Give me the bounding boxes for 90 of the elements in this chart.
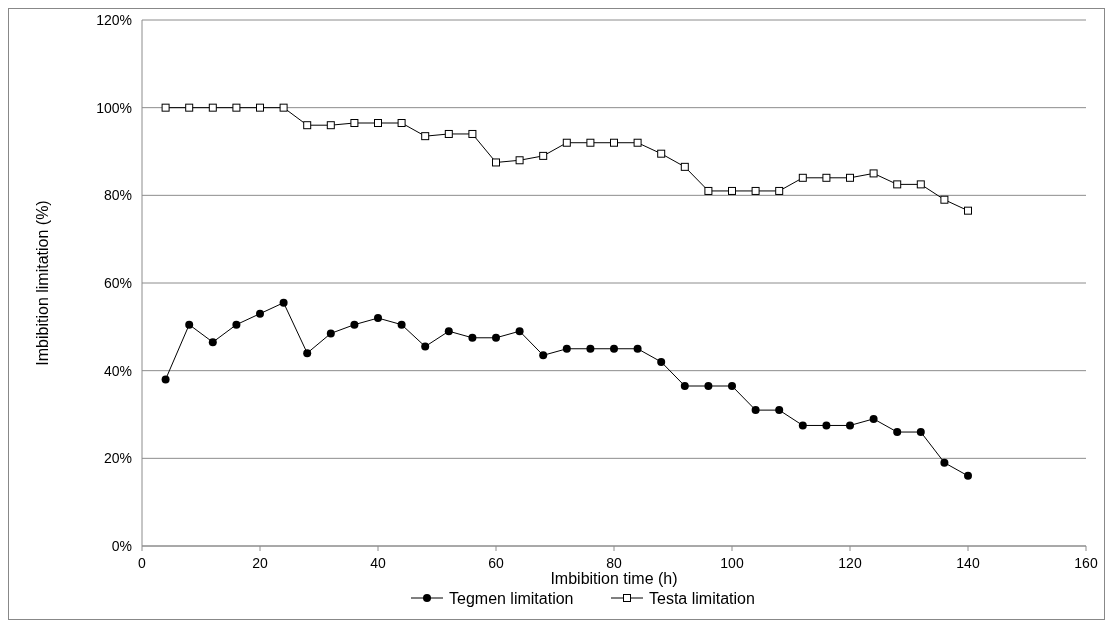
point: [798, 173, 807, 182]
point: [893, 428, 902, 437]
point: [444, 327, 453, 336]
y-tick-label: 20%: [103, 450, 132, 467]
point: [326, 121, 335, 130]
y-tick-label: 120%: [96, 11, 132, 28]
point: [657, 149, 666, 158]
point: [964, 206, 972, 215]
point: [610, 344, 618, 353]
point: [279, 103, 288, 112]
point: [846, 173, 854, 182]
point: [515, 327, 524, 336]
point: [539, 151, 548, 160]
x-tick-label: 40: [370, 555, 386, 571]
point: [869, 414, 878, 423]
point: [208, 103, 217, 112]
point: [751, 186, 760, 195]
point: [421, 342, 430, 351]
y-tick-label: 0%: [111, 537, 132, 554]
point: [444, 129, 453, 138]
point: [728, 186, 736, 195]
y-tick-label: 80%: [103, 187, 132, 204]
point: [940, 458, 949, 467]
point: [397, 119, 406, 128]
point: [256, 103, 264, 112]
point: [562, 344, 571, 353]
point: [185, 103, 194, 112]
point: [610, 138, 618, 147]
point: [492, 158, 500, 167]
point: [421, 132, 430, 141]
point: [161, 103, 170, 112]
point: [964, 471, 972, 480]
y-axis-title: Imbibition limitation (%): [34, 200, 51, 366]
point: [893, 180, 902, 189]
x-tick-label: 20: [252, 555, 268, 571]
point: [775, 406, 784, 415]
point: [751, 406, 760, 415]
legend-label: Testa limitation: [649, 589, 755, 607]
point: [279, 298, 288, 307]
point: [916, 428, 925, 437]
point: [492, 333, 500, 342]
point: [633, 138, 642, 147]
point: [515, 156, 524, 165]
y-tick-label: 100%: [96, 99, 132, 116]
point: [728, 382, 736, 391]
y-tick-label: 40%: [103, 362, 132, 379]
y-tick-label: 60%: [103, 274, 132, 291]
point: [798, 421, 807, 430]
point: [161, 375, 170, 384]
point: [846, 421, 854, 430]
x-tick-label: 120: [838, 555, 862, 571]
point: [303, 349, 312, 358]
x-tick-label: 160: [1074, 555, 1098, 571]
point: [303, 121, 312, 130]
point: [822, 421, 831, 430]
point: [468, 333, 477, 342]
point: [680, 162, 689, 171]
point: [185, 320, 194, 329]
point: [680, 382, 689, 391]
point: [869, 169, 878, 178]
point: [940, 195, 949, 204]
point: [374, 314, 382, 323]
point: [326, 329, 335, 338]
x-tick-label: 80: [606, 555, 622, 571]
point: [562, 138, 571, 147]
point: [374, 119, 382, 128]
x-tick-label: 100: [720, 555, 744, 571]
point: [539, 351, 548, 360]
legend-label: Tegmen limitation: [449, 589, 574, 607]
x-tick-label: 0: [138, 555, 147, 571]
point: [350, 320, 359, 329]
point: [775, 186, 784, 195]
point: [916, 180, 925, 189]
point: [586, 138, 595, 147]
point: [397, 320, 406, 329]
point: [208, 338, 217, 347]
point: [232, 103, 241, 112]
point: [586, 344, 595, 353]
x-axis-title: Imbibition time (h): [550, 570, 678, 587]
point: [468, 129, 477, 138]
point: [822, 173, 831, 182]
point: [256, 309, 264, 318]
point: [633, 344, 642, 353]
x-tick-label: 60: [488, 555, 504, 571]
point: [350, 119, 359, 128]
point: [232, 320, 241, 329]
point: [657, 357, 666, 366]
point: [704, 186, 713, 195]
point: [704, 382, 713, 391]
x-tick-label: 140: [956, 555, 980, 571]
